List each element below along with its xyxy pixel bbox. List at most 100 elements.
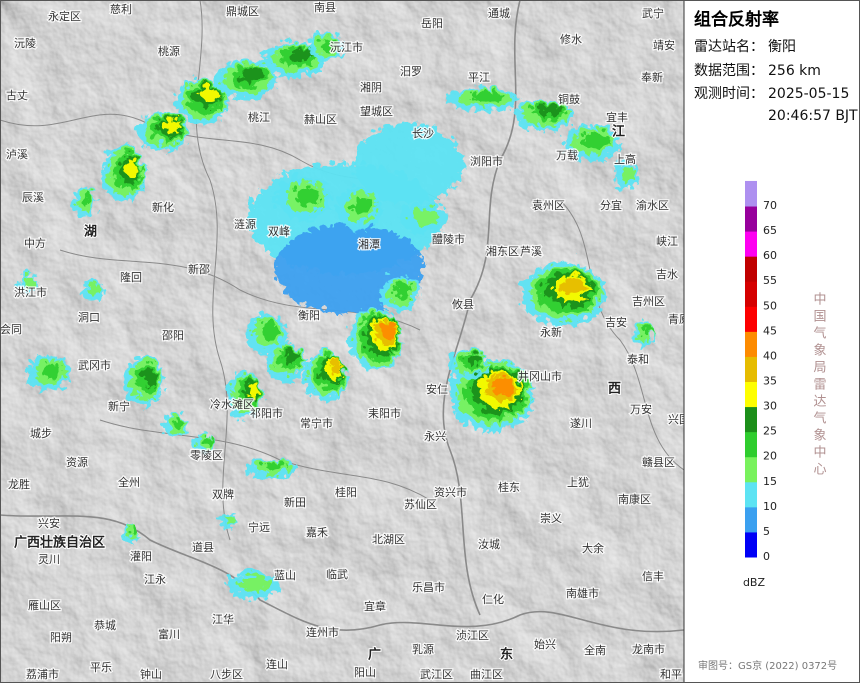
place-label: 道县 (192, 540, 214, 554)
echo (120, 155, 136, 173)
legend-color (745, 281, 757, 307)
place-label: 岳阳 (421, 17, 443, 30)
place-label: 汝城 (478, 537, 500, 551)
place-label: 曲江区 (470, 668, 503, 681)
place-label: 兴安 (38, 516, 60, 530)
place-label: 沅江市 (330, 40, 363, 54)
place-label: 宜丰 (606, 110, 628, 124)
echo (350, 120, 460, 200)
echo (325, 357, 339, 372)
place-label: 江永 (144, 572, 166, 586)
echo (407, 204, 437, 223)
legend-color (745, 256, 757, 282)
place-label: 和平 (660, 668, 682, 681)
range-label: 数据范围： (694, 62, 764, 79)
legend-color (745, 481, 757, 508)
legend-color (745, 306, 757, 332)
place-label: 吉州区 (632, 295, 665, 308)
county-border (559, 199, 684, 471)
place-label: 龙胜 (8, 477, 30, 491)
legend-tick-label: 15 (763, 475, 777, 488)
place-label: 新宁 (108, 399, 130, 413)
place-label: 井冈山市 (518, 369, 562, 383)
place-label: 辰溪 (22, 191, 44, 204)
echo (138, 364, 154, 383)
place-label: 修水 (560, 32, 582, 46)
region-label: 湖 (84, 225, 97, 240)
legend-color (745, 206, 757, 232)
place-label: 汨罗 (400, 65, 422, 78)
info-panel (684, 0, 860, 683)
place-label: 资兴市 (434, 485, 467, 499)
place-label: 浏阳市 (470, 154, 503, 168)
place-label: 钟山 (140, 667, 162, 681)
place-label: 灵川 (38, 553, 60, 566)
range: 256 km (768, 63, 821, 79)
legend-tick-label: 55 (763, 274, 777, 287)
place-label: 平江 (468, 71, 490, 84)
place-label: 袁州区 (532, 199, 565, 212)
legend-tick-label: 40 (763, 349, 777, 362)
place-label: 湘潭 (358, 237, 380, 251)
place-label: 嘉禾 (306, 525, 328, 539)
legend-tick-label: 35 (763, 375, 777, 388)
place-label: 长沙 (412, 127, 434, 140)
place-label: 雁山区 (28, 599, 61, 612)
legend-color (745, 431, 757, 458)
place-label: 新田 (284, 495, 306, 509)
place-label: 永兴 (424, 429, 446, 443)
legend-color (745, 356, 757, 383)
region-label: 广西壮族自治区 (14, 535, 105, 551)
echo (280, 346, 296, 361)
place-label: 奉新 (641, 70, 663, 84)
echo (535, 102, 557, 113)
place-label: 新化 (152, 200, 174, 214)
place-label: 吉安 (605, 315, 627, 329)
place-label: 铜鼓 (558, 92, 580, 106)
place-label: 会同 (0, 323, 22, 336)
place-label: 洞口 (78, 311, 100, 324)
place-label: 芦溪 (520, 245, 542, 258)
legend-tick-label: 60 (763, 249, 777, 262)
place-label: 攸县 (452, 297, 474, 311)
place-label: 临武 (326, 567, 348, 581)
echo (170, 413, 182, 425)
legend-color (745, 231, 757, 257)
time-label: 观测时间： (694, 86, 764, 102)
region-label: 西 (608, 382, 621, 397)
place-label: 常宁市 (300, 416, 333, 430)
place-label: 城步 (30, 427, 52, 440)
region-label: 江 (612, 124, 625, 140)
place-label: 湘阴 (360, 80, 382, 94)
place-label: 武宁 (642, 6, 664, 20)
echo (376, 318, 392, 336)
legend-tick-label: 0 (763, 550, 770, 563)
echo (160, 115, 176, 129)
echo (244, 378, 256, 394)
place-label: 邵阳 (162, 329, 184, 342)
place-label: 泰和 (627, 352, 649, 366)
radar-echoes (16, 30, 650, 596)
place-label: 赣县区 (642, 455, 675, 469)
echo (318, 34, 334, 48)
place-label: 阳朔 (50, 631, 72, 644)
legend-color (745, 331, 757, 357)
station-label: 雷达站名： (694, 39, 764, 55)
legend-tick-label: 10 (763, 500, 777, 513)
place-label: 苏仙区 (404, 498, 437, 511)
place-label: 衡阳 (298, 309, 320, 322)
place-label: 上高 (614, 152, 636, 166)
echo (199, 432, 209, 442)
legend-tick-label: 20 (763, 450, 777, 463)
legend-tick-label: 45 (763, 324, 777, 337)
place-label: 赫山区 (304, 113, 337, 126)
place-label: 遂川 (570, 416, 592, 430)
place-label: 万安 (630, 402, 652, 416)
place-label: 醴陵市 (432, 232, 465, 246)
place-label: 冷水滩区 (210, 397, 254, 411)
echo (237, 64, 259, 79)
region-label: 东 (500, 647, 513, 663)
place-label: 安仁 (426, 382, 448, 396)
